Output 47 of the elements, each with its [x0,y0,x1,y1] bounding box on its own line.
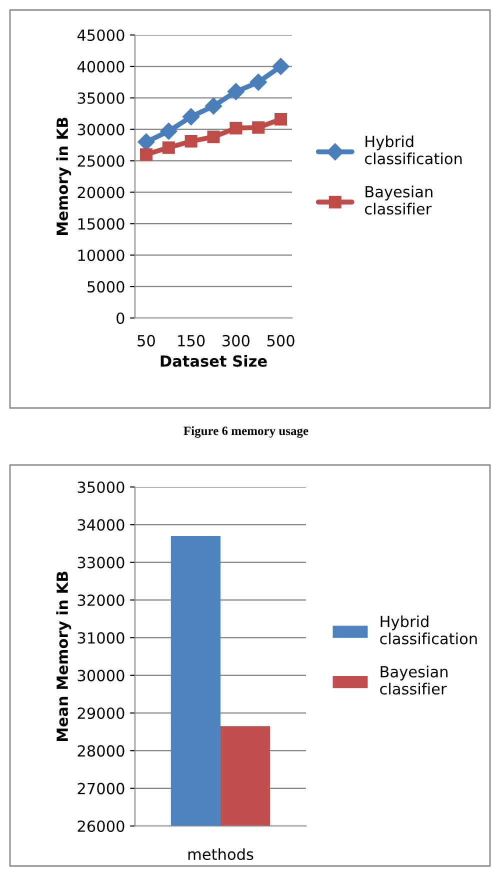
legend-label: Bayesian classifier [364,186,432,215]
x-tick-label: 150 [178,334,205,346]
y-axis-title: Mean Memory in KB [56,572,72,741]
y-tick-label: 30000 [78,670,124,682]
y-tick-label: 35000 [78,92,124,104]
y-tick-label: 45000 [77,29,124,42]
point [160,122,178,140]
y-tick-label: 32000 [78,594,124,606]
y-tick-label: 15000 [78,218,124,230]
x-axis-title: Dataset Size [160,355,267,367]
y-tick-label: 35000 [78,481,124,494]
legend-label: Hybrid classification [364,135,462,164]
point [204,98,222,115]
point [182,108,200,126]
point [274,113,288,126]
x-tick-label: 300 [222,334,250,346]
legend-label: Bayesian classifier [380,666,448,695]
y-axis-title: Memory in KB [56,118,72,235]
y-tick-label: 5000 [88,281,124,293]
caption: Figure 6 memory usage [184,426,308,438]
y-tick-label: 27000 [78,782,124,794]
point [184,135,198,148]
legend-label: Hybrid classification [380,615,477,644]
y-tick-label: 0 [116,312,124,324]
y-tick-label: 26000 [78,820,124,832]
y-tick-label: 25000 [78,155,124,167]
y-tick-label: 31000 [78,632,124,644]
x-tick-label: 500 [267,334,294,346]
y-tick-label: 30000 [78,124,124,136]
y-tick-label: 40000 [77,60,124,72]
point [227,83,244,100]
y-tick-label: 20000 [78,186,124,198]
point [252,121,265,134]
point [230,122,242,134]
point [162,141,175,154]
point [140,148,152,161]
y-tick-label: 28000 [78,745,124,757]
point [272,58,290,75]
point [250,74,267,91]
x-tick-label: 50 [138,334,155,346]
y-tick-label: 34000 [78,519,124,531]
y-tick-label: 10000 [78,250,124,262]
point [138,133,155,150]
y-tick-label: 29000 [78,707,124,720]
y-tick-label: 33000 [78,556,124,568]
point [207,130,220,144]
x-axis-title: methods [188,848,254,860]
